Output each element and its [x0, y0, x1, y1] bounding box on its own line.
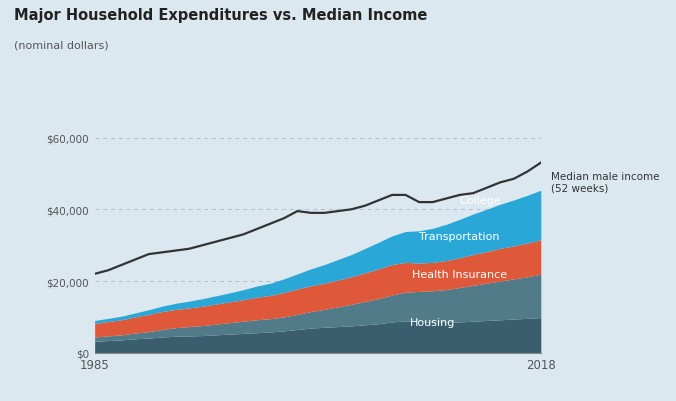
Text: College: College [459, 196, 501, 206]
Text: Major Household Expenditures vs. Median Income: Major Household Expenditures vs. Median … [14, 8, 427, 23]
Text: Median male income
(52 weeks): Median male income (52 weeks) [551, 172, 660, 193]
Text: Health Insurance: Health Insurance [412, 269, 507, 279]
Text: Transportation: Transportation [419, 232, 500, 241]
Text: (nominal dollars): (nominal dollars) [14, 40, 108, 50]
Text: Housing: Housing [410, 318, 456, 328]
